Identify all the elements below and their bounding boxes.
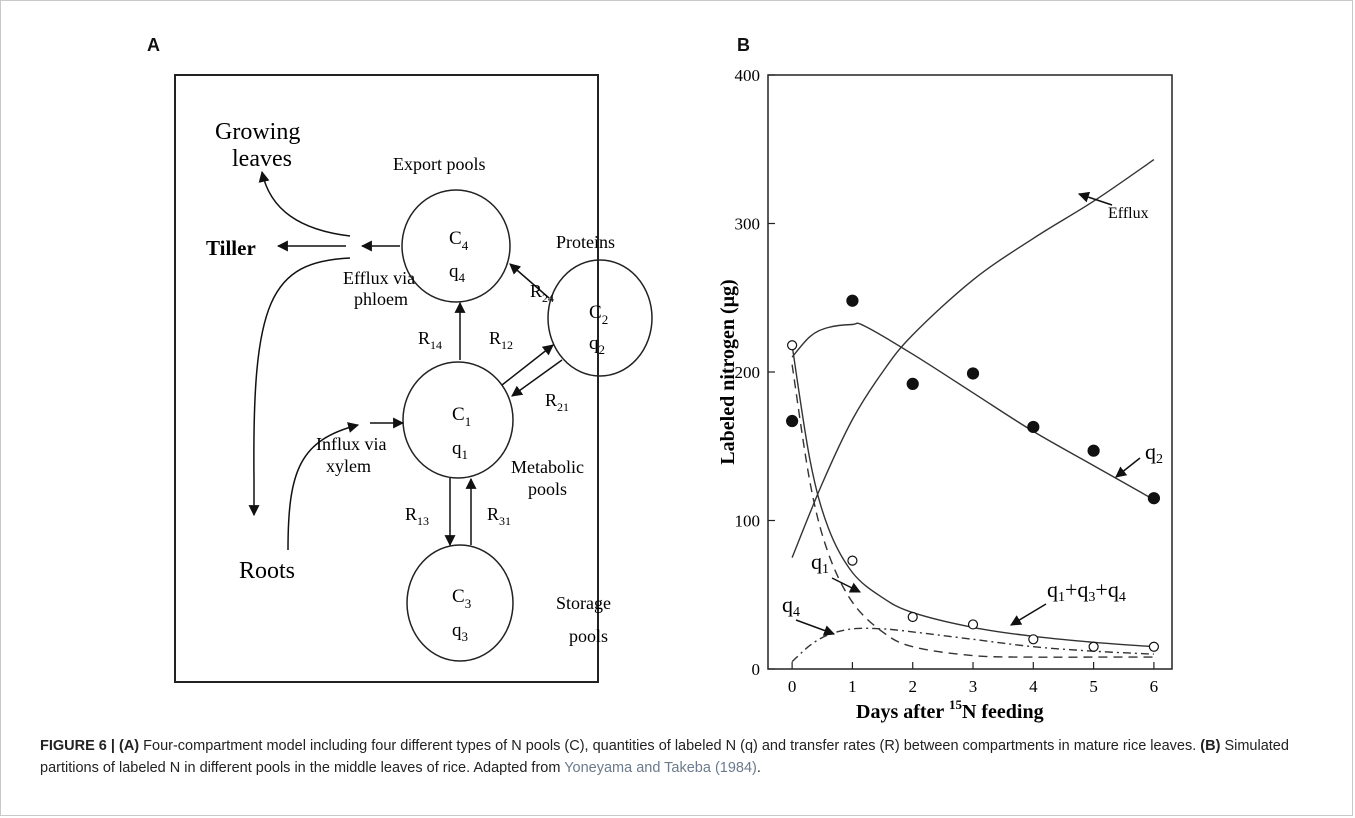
rate-r12: R12 bbox=[489, 328, 513, 352]
sum-annotation: q1+q3+q4 bbox=[1047, 577, 1126, 605]
data-point-q2 bbox=[786, 414, 799, 428]
caption-reference-link[interactable]: Yoneyama and Takeba (1984) bbox=[564, 760, 757, 776]
x-axis-label: Days after 15N feeding bbox=[856, 697, 1044, 723]
x-tick-label: 4 bbox=[1029, 677, 1038, 696]
c4-label: C4 bbox=[449, 228, 469, 253]
y-tick-label: 0 bbox=[752, 660, 761, 679]
series-line-q2 bbox=[791, 322, 1155, 501]
caption-end: . bbox=[756, 760, 761, 776]
q2-label: q2 bbox=[589, 333, 605, 357]
c2-label: C2 bbox=[589, 302, 608, 327]
data-point-q1-q3-q4 bbox=[1088, 641, 1099, 652]
panel-a-letter: A bbox=[147, 35, 160, 55]
efflux-arrow bbox=[1077, 191, 1113, 206]
q4-label: q4 bbox=[449, 261, 466, 285]
caption-a-marker: (A) bbox=[119, 738, 140, 754]
metabolic-pools-label: pools bbox=[528, 479, 567, 499]
caption-b-marker: (B) bbox=[1200, 738, 1221, 754]
data-point-q1-q3-q4 bbox=[1148, 641, 1160, 652]
q1-annotation: q1 bbox=[811, 549, 829, 577]
q1-arrow bbox=[831, 577, 861, 593]
rate-r21: R21 bbox=[545, 390, 569, 414]
y-axis-label: Labeled nitrogen (μg) bbox=[717, 279, 739, 464]
x-tick-label: 1 bbox=[848, 677, 857, 696]
series-line-Efflux bbox=[791, 159, 1155, 558]
arrow-to-growing-leaves bbox=[258, 170, 351, 237]
data-point-q1-q3-q4 bbox=[907, 611, 918, 623]
x-tick-label: 2 bbox=[908, 677, 917, 696]
x-tick-label: 3 bbox=[969, 677, 978, 696]
rate-r13: R13 bbox=[405, 504, 429, 528]
tiller-label: Tiller bbox=[206, 236, 256, 260]
influx-via-label: Influx via bbox=[316, 434, 386, 454]
figure-caption: FIGURE 6 | (A) Four-compartment model in… bbox=[40, 735, 1330, 779]
export-pools-label: Export pools bbox=[393, 154, 486, 174]
series-line-q1 bbox=[791, 364, 1154, 658]
storage-label: Storage bbox=[556, 593, 611, 613]
diagram-border bbox=[174, 74, 599, 683]
labeled-nitrogen-chart: 0 100 200 300 400 0 1 2 3 4 5 6 Efflux q2 q1 q4 q1+… bbox=[717, 66, 1173, 723]
caption-a-text: Four-compartment model including four di… bbox=[139, 738, 1201, 754]
arrow-r12 bbox=[501, 344, 554, 386]
q1-label: q1 bbox=[452, 438, 468, 462]
q4-annotation: q4 bbox=[782, 592, 800, 620]
caption-figure-number: FIGURE 6 | bbox=[40, 738, 119, 754]
growing-label: Growing bbox=[215, 119, 300, 145]
compartment-c2 bbox=[547, 259, 653, 377]
chart-points bbox=[786, 294, 1161, 652]
compartment-c3 bbox=[406, 544, 514, 662]
rate-r14: R14 bbox=[418, 328, 442, 352]
rate-r24: R24 bbox=[530, 281, 554, 305]
c1-label: C1 bbox=[452, 404, 471, 429]
q4-arrow bbox=[795, 619, 836, 636]
roots-label: Roots bbox=[239, 558, 295, 584]
data-point-q2 bbox=[846, 294, 859, 307]
arrow-to-roots bbox=[248, 257, 351, 517]
y-tick-label: 100 bbox=[735, 512, 761, 531]
proteins-label: Proteins bbox=[556, 232, 615, 252]
panel-b-letter: B bbox=[737, 35, 750, 55]
x-tick-label: 0 bbox=[788, 677, 797, 696]
metabolic-label: Metabolic bbox=[511, 457, 584, 477]
data-point-q1-q3-q4 bbox=[1028, 634, 1039, 645]
q2-annotation: q2 bbox=[1145, 439, 1163, 467]
xylem-label: xylem bbox=[326, 456, 371, 476]
data-point-q2 bbox=[1027, 420, 1040, 434]
arrow-r21 bbox=[511, 359, 563, 397]
data-point-q2 bbox=[1147, 492, 1161, 505]
caption-b-text: Simulated partitions of labeled N in dif… bbox=[40, 738, 1289, 776]
y-tick-label: 400 bbox=[735, 66, 761, 85]
data-point-q1-q3-q4 bbox=[787, 340, 798, 351]
series-line-q1-q3-q4 bbox=[791, 345, 1154, 648]
efflux-annotation: Efflux bbox=[1108, 205, 1149, 222]
y-tick-label: 300 bbox=[735, 215, 761, 234]
c3-label: C3 bbox=[452, 586, 471, 611]
data-point-q1-q3-q4 bbox=[847, 555, 858, 566]
phloem-label: phloem bbox=[354, 289, 408, 309]
y-tick-label: 200 bbox=[735, 363, 761, 382]
data-point-q2 bbox=[906, 377, 919, 390]
x-tick-label: 6 bbox=[1150, 677, 1159, 696]
sum-arrow bbox=[1010, 603, 1047, 626]
rate-r31: R31 bbox=[487, 504, 511, 528]
leaves-label: leaves bbox=[232, 146, 292, 172]
data-point-q1-q3-q4 bbox=[967, 619, 979, 630]
arrow-from-roots bbox=[287, 422, 360, 551]
chart-axes: 0 100 200 300 400 0 1 2 3 4 5 6 bbox=[735, 66, 1173, 696]
chart-series bbox=[791, 159, 1155, 663]
efflux-via-label: Efflux via bbox=[343, 268, 415, 288]
compartment-model-diagram: C4 q4 C2 q2 C1 q1 C3 q3 R14 R24 R12 R21 … bbox=[174, 74, 653, 683]
q3-label: q3 bbox=[452, 620, 468, 644]
x-tick-label: 5 bbox=[1089, 677, 1098, 696]
storage-pools-label: pools bbox=[569, 626, 608, 646]
data-point-q2 bbox=[1087, 444, 1100, 457]
data-point-q2 bbox=[966, 367, 980, 380]
series-line-q4 bbox=[791, 627, 1154, 663]
q2-arrow bbox=[1115, 457, 1141, 478]
arrow-r24 bbox=[509, 263, 550, 299]
